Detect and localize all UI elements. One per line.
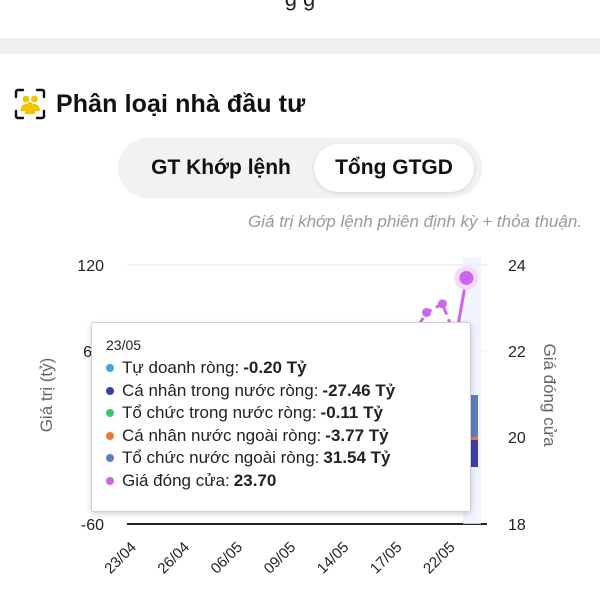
tooltip-date: 23/05 xyxy=(106,337,142,353)
cut-text: g g xyxy=(0,0,600,12)
tooltip-value: -0.11 Tỷ xyxy=(320,403,383,423)
legend-dot xyxy=(106,431,114,440)
y2-tick-label: 18 xyxy=(508,517,526,534)
tooltip-row-proprietary: Tự doanh ròng: -0.20 Tỷ xyxy=(106,357,470,380)
tooltip-label: Cá nhân nước ngoài ròng: xyxy=(122,425,322,445)
close-price-point[interactable] xyxy=(422,307,432,317)
y2-tick-label: 20 xyxy=(508,430,526,447)
tab-match-value[interactable]: GT Khớp lệnh xyxy=(151,156,291,179)
y-tick-label: 120 xyxy=(77,258,104,275)
tooltip-label: Cá nhân trong nước ròng: xyxy=(122,380,319,400)
legend-dot xyxy=(106,386,114,395)
section-title: Phân loại nhà đầu tư xyxy=(56,89,306,118)
y-axis-title: Giá trị (tỷ) xyxy=(37,358,56,433)
previous-section-cut-text: g g xyxy=(0,0,600,14)
x-tick-label: 22/05 xyxy=(420,539,459,578)
y-tick-label: -60 xyxy=(81,517,104,534)
legend-dot xyxy=(106,454,114,463)
tooltip-value: -3.77 Tỷ xyxy=(325,425,389,445)
tooltip-row-institution-foreign: Tổ chức nước ngoài ròng: 31.54 Tỷ xyxy=(106,447,470,470)
y2-tick-label: 22 xyxy=(508,344,526,361)
section-header: Phân loại nhà đầu tư xyxy=(14,84,305,124)
tooltip-label: Tổ chức trong nước ròng: xyxy=(122,403,317,423)
tooltip-row-close-price: Giá đóng cửa: 23.70 xyxy=(106,470,470,493)
y2-tick-label: 24 xyxy=(508,258,526,275)
close-price-point[interactable] xyxy=(459,270,474,285)
legend-dot xyxy=(106,476,114,485)
tooltip-value: -0.20 Tỷ xyxy=(243,358,307,378)
x-tick-label: 26/04 xyxy=(154,539,193,578)
chart-note: Giá trị khớp lệnh phiên định kỳ + thỏa t… xyxy=(248,212,582,231)
tooltip-value: 23.70 xyxy=(233,470,277,490)
tooltip-row-individual-foreign: Cá nhân nước ngoài ròng: -3.77 Tỷ xyxy=(106,425,470,448)
bar-individual-foreign xyxy=(466,437,478,440)
investor-group-icon xyxy=(14,88,46,120)
legend-dot xyxy=(106,409,114,418)
tab-total-value[interactable]: Tổng GTGD xyxy=(314,144,474,192)
y2-axis-title: Giá đóng cửa xyxy=(540,343,559,447)
x-tick-label: 06/05 xyxy=(208,539,247,578)
tooltip-value: 31.54 Tỷ xyxy=(323,448,391,468)
section-divider xyxy=(0,38,600,54)
tooltip-row-individual-domestic: Cá nhân trong nước ròng: -27.46 Tỷ xyxy=(106,380,470,403)
x-tick-label: 14/05 xyxy=(314,539,353,578)
tooltip-label: Giá đóng cửa: xyxy=(122,470,230,490)
x-tick-label: 17/05 xyxy=(367,539,406,578)
y-tick-label: 6 xyxy=(83,344,92,361)
chart-tooltip: 23/05 Tự doanh ròng: -0.20 Tỷ Cá nhân tr… xyxy=(91,322,471,512)
tooltip-value: -27.46 Tỷ xyxy=(322,380,396,400)
tooltip-row-institution-domestic: Tổ chức trong nước ròng: -0.11 Tỷ xyxy=(106,402,470,425)
value-type-toggle[interactable]: GT Khớp lệnh Tổng GTGD xyxy=(118,138,482,198)
legend-dot xyxy=(106,364,114,373)
x-tick-label: 09/05 xyxy=(261,539,300,578)
tooltip-label: Tự doanh ròng: xyxy=(122,358,240,378)
close-price-point[interactable] xyxy=(437,299,447,309)
x-tick-label: 23/04 xyxy=(101,539,140,578)
tooltip-label: Tổ chức nước ngoài ròng: xyxy=(122,448,320,468)
